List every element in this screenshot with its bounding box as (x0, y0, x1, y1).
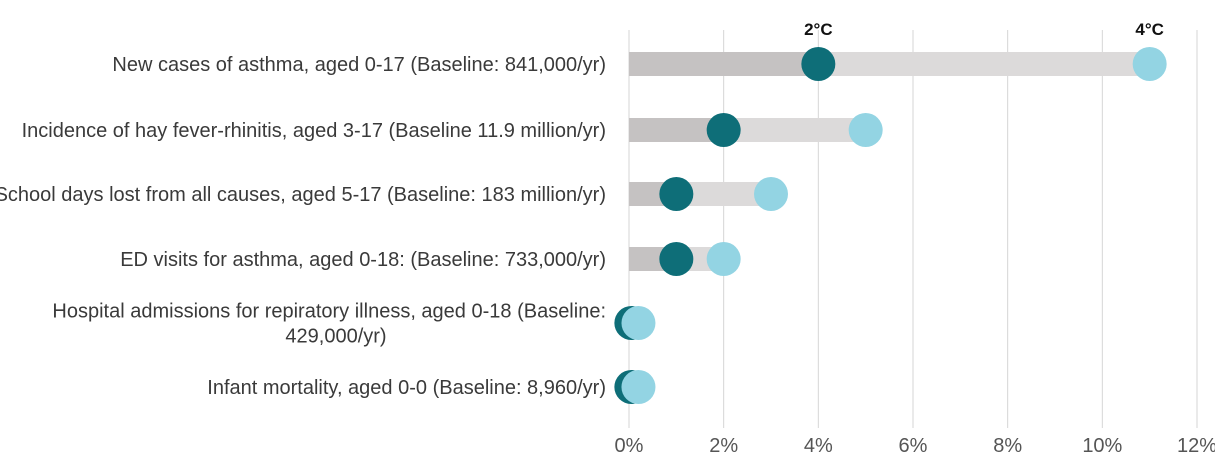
data-points (614, 47, 1167, 404)
series-label: 2°C (804, 20, 833, 39)
series-labels: 2°C 4°C (804, 20, 1164, 39)
dot-4c (621, 370, 656, 404)
gridlines (628, 30, 1198, 428)
category-label: Infant mortality, aged 0-0 (Baseline: 8,… (207, 377, 606, 399)
category-label-line: Infant mortality, aged 0-0 (Baseline: 8,… (207, 377, 606, 399)
dot-4c (754, 177, 788, 211)
dot-4c (706, 242, 741, 276)
x-tick-label: 2% (709, 435, 738, 457)
category-label-line: Hospital admissions for repiratory illne… (52, 301, 606, 323)
category-label: Incidence of hay fever-rhinitis, aged 3-… (22, 120, 606, 142)
series-label: 4°C (1135, 20, 1164, 39)
dot-4c (848, 113, 883, 147)
x-tick-label: 6% (899, 435, 928, 457)
category-label-line: School days lost from all causes, aged 5… (0, 184, 606, 206)
x-tick-label: 0% (615, 435, 644, 457)
category-label-line: Incidence of hay fever-rhinitis, aged 3-… (22, 120, 606, 142)
category-label: New cases of asthma, aged 0-17 (Baseline… (112, 54, 606, 76)
x-tick-label: 12% (1177, 435, 1215, 457)
dot-4c (621, 306, 656, 340)
x-tick-label: 4% (804, 435, 833, 457)
range-bar-2c (629, 52, 819, 76)
category-label: School days lost from all causes, aged 5… (0, 184, 606, 206)
dot-2c (706, 113, 741, 147)
x-axis-ticks: 0% 2% 4% 6% 8% 10% 12% (615, 435, 1215, 457)
category-label: ED visits for asthma, aged 0-18: (Baseli… (120, 249, 606, 271)
range-bars (629, 52, 1150, 399)
x-tick-label: 8% (993, 435, 1022, 457)
dot-4c (1132, 47, 1167, 81)
dot-2c (659, 177, 694, 211)
category-label-line: 429,000/yr) (285, 326, 386, 348)
dot-2c (659, 242, 694, 276)
category-labels: New cases of asthma, aged 0-17 (Baseline… (0, 54, 606, 399)
dot-2c (801, 47, 836, 81)
x-tick-label: 10% (1082, 435, 1122, 457)
category-label-line: New cases of asthma, aged 0-17 (Baseline… (112, 54, 606, 76)
category-label: Hospital admissions for repiratory illne… (52, 301, 606, 348)
category-label-line: ED visits for asthma, aged 0-18: (Baseli… (120, 249, 606, 271)
